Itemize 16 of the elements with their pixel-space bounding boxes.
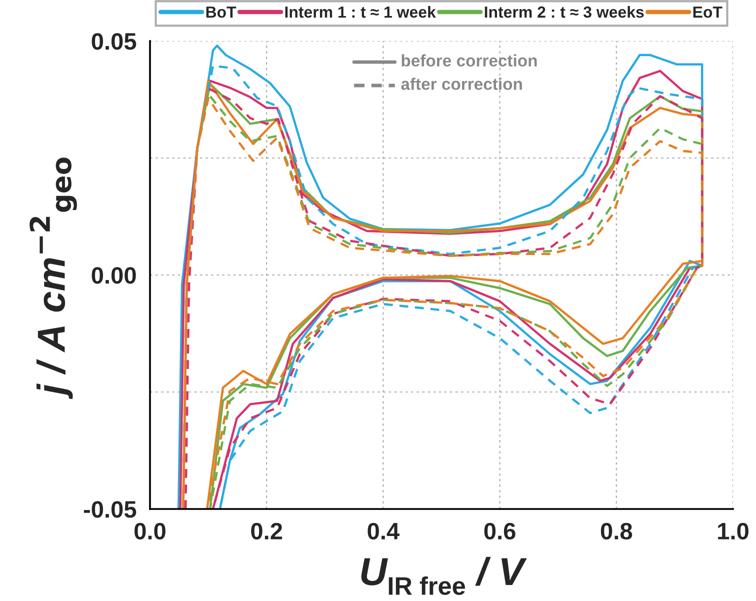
y-axis-title: j / A cm$^{−2}$$_{geo}$	[30, 158, 77, 400]
y-tick-label: 0.05	[92, 33, 136, 50]
y-tick-label: 0.00	[92, 267, 136, 284]
legend-label: Interm 2 : t ≈ 3 weeks	[484, 6, 644, 18]
x-tick-label: 0.0	[134, 522, 166, 540]
x-tick-label: 0.8	[600, 522, 632, 540]
y-tick-label: -0.05	[84, 501, 136, 518]
x-tick-label: 0.4	[368, 522, 400, 540]
annotation: before correction	[402, 54, 537, 67]
x-tick-label: 0.6	[484, 522, 516, 540]
legend-label: BoT	[206, 6, 236, 18]
legend-label: EoT	[693, 6, 722, 18]
x-tick-label: 0.2	[251, 522, 282, 540]
annotation: after correction	[401, 78, 522, 90]
legend-label: Interm 1 : t ≈ 1 week	[285, 6, 436, 18]
x-tick-label: 1.0	[718, 522, 748, 540]
